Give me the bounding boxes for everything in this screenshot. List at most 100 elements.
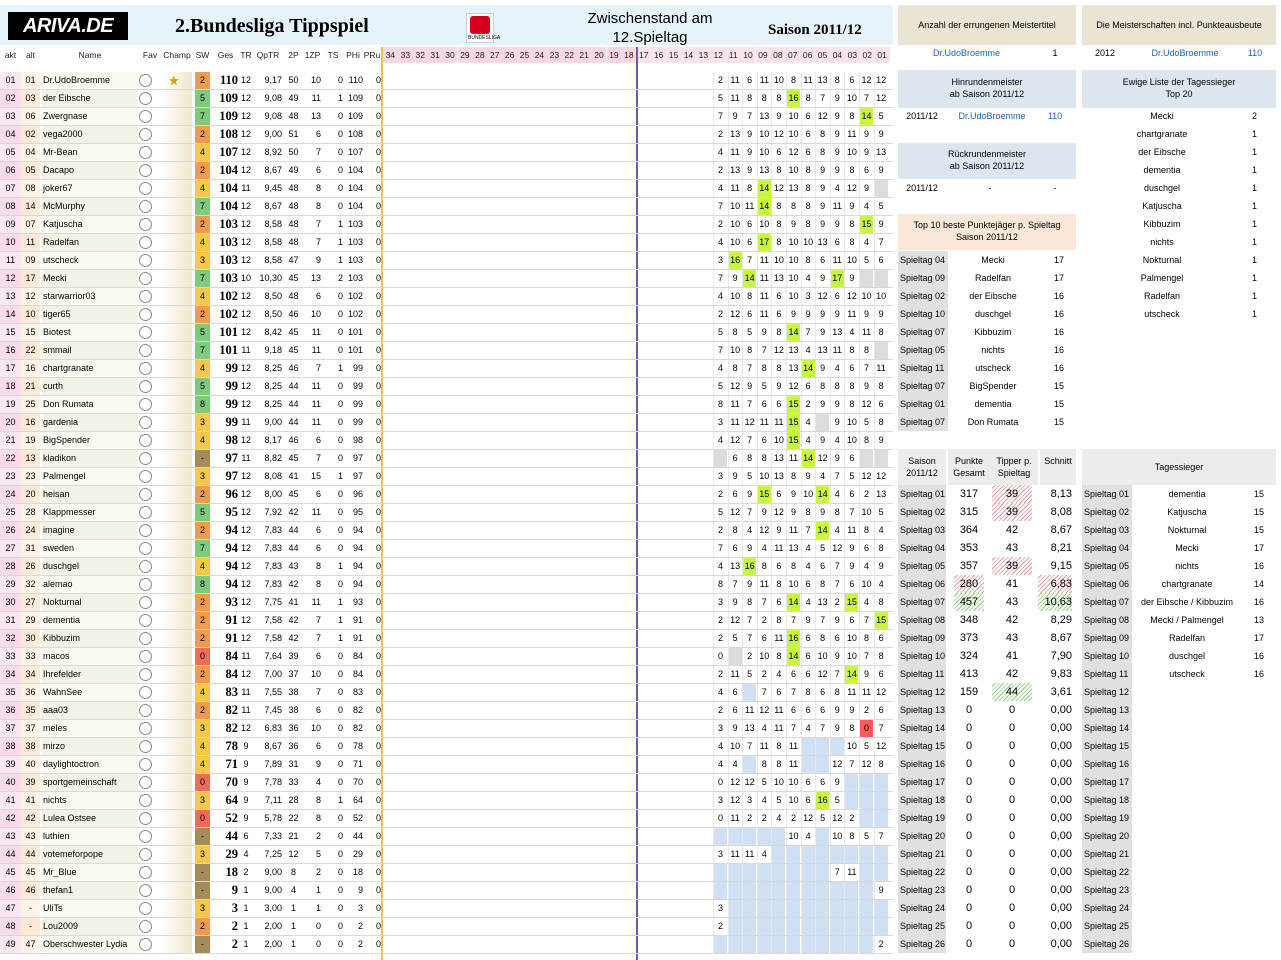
player-name[interactable]: duschgel — [1168, 651, 1206, 661]
player-name[interactable]: Mecki — [1150, 111, 1174, 121]
matchday-points — [727, 936, 742, 953]
player-name[interactable]: Mecki / Palmengel — [1150, 615, 1224, 625]
player-name[interactable]: daylightoctron — [42, 756, 138, 773]
player-name[interactable]: dementia — [974, 399, 1012, 409]
player-name[interactable]: Mecki — [1175, 543, 1199, 553]
player-name[interactable]: thefan1 — [42, 882, 138, 899]
player-name[interactable]: utscheck — [1144, 309, 1180, 319]
player-name[interactable]: macos — [42, 648, 138, 665]
fav-club-icon — [138, 90, 162, 107]
player-name[interactable]: kladikon — [42, 450, 138, 467]
player-name[interactable]: smmail — [42, 342, 138, 359]
player-name[interactable]: joker67 — [42, 180, 138, 197]
qptr-value: 8,67 — [264, 741, 282, 751]
player-name[interactable]: der Eibsche — [1138, 147, 1186, 157]
player-name[interactable]: Kibbuzim — [974, 327, 1012, 337]
player-name[interactable]: gardenia — [42, 414, 138, 431]
tagessieger-row: Spieltag 09 Radelfan 17 — [1082, 629, 1276, 647]
player-name[interactable]: BigSpender — [42, 432, 138, 449]
matchday-points: 9 — [829, 612, 844, 629]
player-name[interactable]: sportgemeinschaft — [42, 774, 138, 791]
meister-name[interactable]: Dr.UdoBroemme — [933, 48, 1001, 58]
tagessieger-row: Spieltag 17 — [1082, 773, 1276, 791]
player-name[interactable]: Mecki — [42, 270, 138, 287]
rank-previous: 46 — [21, 882, 40, 899]
player-name[interactable]: vega2000 — [42, 126, 138, 143]
player-name[interactable]: meles — [42, 720, 138, 737]
player-name[interactable]: Palmengel — [42, 468, 138, 485]
player-name[interactable]: Dacapo — [42, 162, 138, 179]
player-name[interactable]: Katjuscha — [1142, 201, 1182, 211]
player-name[interactable]: Mr_Blue — [42, 864, 138, 881]
player-name[interactable]: der Eibsche / Kibbuzim — [1140, 597, 1234, 607]
player-name[interactable]: Radelfan — [42, 234, 138, 251]
player-name[interactable]: Radelfan — [1143, 291, 1181, 301]
matchday-points: 6 — [815, 774, 830, 791]
player-name[interactable]: duschgel — [42, 558, 138, 575]
ariva-logo[interactable]: ARIVA.DE — [8, 12, 128, 40]
player-name[interactable]: nichts — [1150, 237, 1174, 247]
player-name[interactable]: Nokturnal — [1167, 525, 1207, 535]
matchday-points: 2 — [713, 72, 727, 89]
qptr-value: 9,00 — [264, 129, 282, 139]
player-name[interactable]: imagine — [42, 522, 138, 539]
player-name[interactable]: Oberschwester Lydia — [42, 936, 138, 953]
player-name[interactable]: der Eibsche — [42, 90, 138, 107]
qptr-value: 8,58 — [264, 237, 282, 247]
player-name[interactable]: Nokturnal — [1142, 255, 1182, 265]
player-name[interactable]: duschgel — [1143, 183, 1181, 193]
player-name[interactable]: chartgranate — [1136, 129, 1188, 139]
player-name[interactable]: nichts — [42, 792, 138, 809]
player-name[interactable]: sweden — [42, 540, 138, 557]
player-name[interactable]: votemeforpope — [42, 846, 138, 863]
player-name[interactable]: utscheck — [42, 252, 138, 269]
player-name[interactable]: tiger65 — [42, 306, 138, 323]
punkte-name[interactable]: Dr.UdoBroemme — [1151, 48, 1219, 58]
tipper-count: 43 — [1005, 542, 1019, 554]
player-name[interactable]: luthien — [42, 828, 138, 845]
player-name[interactable]: Dr.UdoBroemme — [42, 72, 138, 89]
player-name[interactable]: Biotest — [42, 324, 138, 341]
player-name[interactable]: dementia — [1168, 489, 1206, 499]
hinrunde-name[interactable]: Dr.UdoBroemme — [958, 111, 1026, 121]
player-name[interactable]: Nokturnal — [42, 594, 138, 611]
player-name[interactable]: Zwergnase — [42, 108, 138, 125]
player-name[interactable]: nichts — [981, 345, 1005, 355]
player-name[interactable]: nichts — [1175, 561, 1199, 571]
player-name[interactable]: dementia — [1143, 165, 1181, 175]
player-name[interactable]: Don Rumata — [42, 396, 138, 413]
player-name[interactable]: Katjuscha — [42, 216, 138, 233]
player-name[interactable]: Lulea Ostsee — [42, 810, 138, 827]
player-name[interactable]: utscheck — [975, 363, 1011, 373]
player-name[interactable]: Mr-Bean — [42, 144, 138, 161]
player-name[interactable]: Klappmesser — [42, 504, 138, 521]
player-name[interactable]: Ihrefelder — [42, 666, 138, 683]
player-name[interactable]: dementia — [42, 612, 138, 629]
player-name[interactable]: mirzo — [42, 738, 138, 755]
player-name[interactable]: der Eibsche — [969, 291, 1017, 301]
player-name[interactable]: utscheck — [1169, 669, 1205, 679]
player-name[interactable]: duschgel — [974, 309, 1012, 319]
player-name[interactable]: chartgranate — [42, 360, 138, 377]
player-name[interactable]: UliTs — [42, 900, 138, 917]
player-name[interactable]: Radelfan — [974, 273, 1012, 283]
player-name[interactable]: Mecki — [981, 255, 1005, 265]
player-name[interactable]: Lou2009 — [42, 918, 138, 935]
player-name[interactable]: chartgranate — [1161, 579, 1213, 589]
player-name[interactable]: WahnSee — [42, 684, 138, 701]
player-name[interactable]: aaa03 — [42, 702, 138, 719]
player-name[interactable]: alemao — [42, 576, 138, 593]
matchday-points: 7 — [742, 504, 757, 521]
player-name[interactable]: starwarrior03 — [42, 288, 138, 305]
player-name[interactable]: Radelfan — [1168, 633, 1206, 643]
player-name[interactable]: BigSpender — [969, 381, 1017, 391]
player-name[interactable]: McMurphy — [42, 198, 138, 215]
matchday-points: 8 — [815, 630, 830, 647]
player-name[interactable]: heisan — [42, 486, 138, 503]
player-name[interactable]: Kibbuzim — [1143, 219, 1181, 229]
player-name[interactable]: Kibbuzim — [42, 630, 138, 647]
player-name[interactable]: Katjuscha — [1167, 507, 1207, 517]
player-name[interactable]: Don Rumata — [967, 417, 1019, 427]
player-name[interactable]: Palmengel — [1140, 273, 1184, 283]
player-name[interactable]: curth — [42, 378, 138, 395]
